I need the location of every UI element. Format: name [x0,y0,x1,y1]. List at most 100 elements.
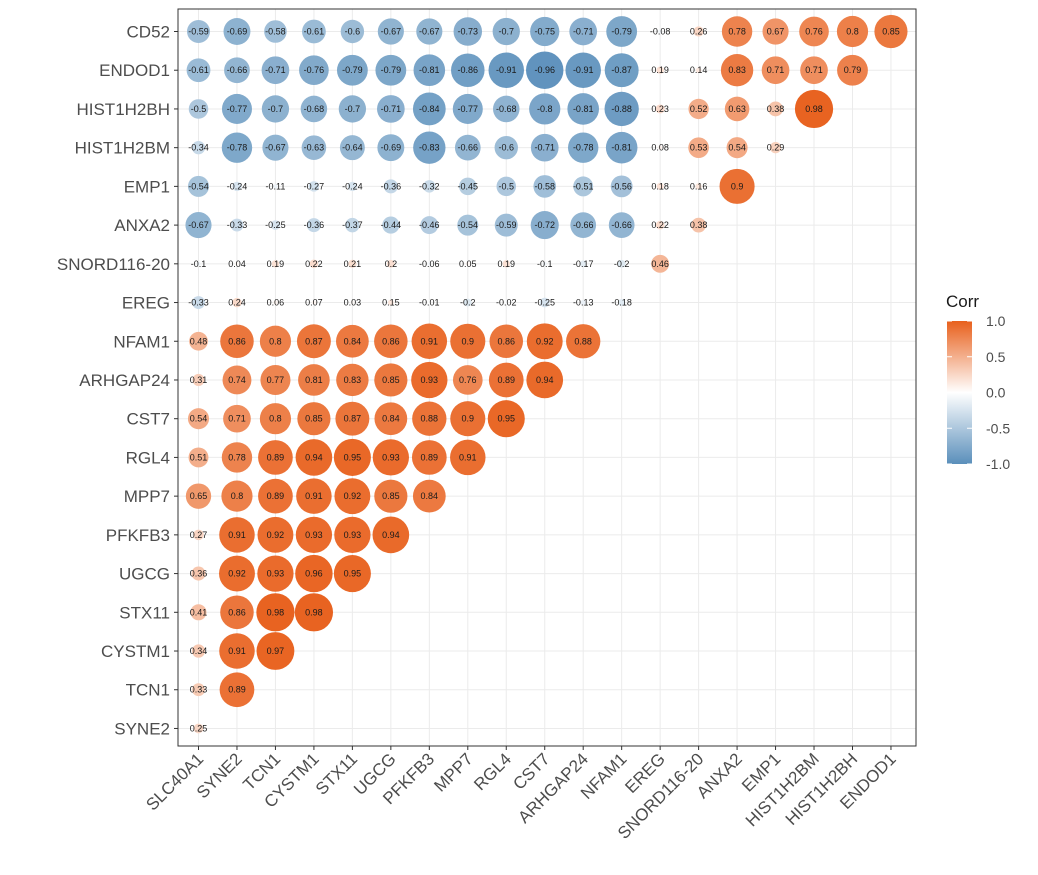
corr-circle [580,300,586,306]
corr-value-label: -0.33 [227,220,248,230]
corr-circle [192,683,205,697]
corr-value-label: -0.44 [381,220,402,230]
corr-circle [570,212,597,238]
corr-value-label: -0.24 [342,181,363,191]
corr-circle [232,181,242,192]
corr-circle [372,439,409,476]
corr-circle [185,483,212,509]
corr-circle [257,555,294,592]
corr-value-label: 0.93 [267,569,285,579]
corr-value-label: -0.66 [458,143,479,153]
corr-circle [339,135,365,161]
corr-circle [526,323,563,360]
corr-value-label: -0.88 [611,104,632,114]
corr-value-label: -0.6 [345,27,361,37]
corr-value-label: -0.5 [499,181,515,191]
corr-circle [377,18,404,45]
corr-circle [655,104,665,114]
corr-value-label: -0.91 [496,65,517,75]
corr-value-label: -0.5 [191,104,207,114]
corr-value-label: -0.46 [419,220,440,230]
corr-circle [530,16,560,47]
corr-circle [658,29,663,34]
corr-value-label: -0.25 [534,298,555,308]
corr-value-label: -0.79 [611,27,632,37]
corr-circle [618,299,626,307]
corr-value-label: -0.08 [650,27,671,37]
correlation-cells: -0.59 -0.69 -0.58 -0.61 -0.6 -0.67 -0.67 -0.73 -… [185,14,908,733]
legend-tick-label: 1.0 [986,313,1006,329]
corr-value-label: -0.24 [227,181,248,191]
corr-value-label: 0.52 [690,104,708,114]
corr-value-label: 0.81 [305,375,323,385]
corr-circle [230,218,244,232]
corr-value-label: -0.7 [499,27,515,37]
corr-value-label: 0.07 [305,298,323,308]
corr-value-label: 0.91 [421,336,439,346]
corr-value-label: -0.67 [419,27,440,37]
corr-circle [256,632,295,670]
corr-value-label: -0.1 [537,259,553,269]
y-tick-label: PFKFB3 [106,526,170,545]
corr-circle [374,324,408,359]
corr-circle [761,56,790,85]
corr-value-label: 0.8 [846,27,859,37]
corr-circle [264,20,287,43]
corr-circle [487,400,525,438]
corr-value-label: 0.9 [462,414,475,424]
y-tick-label: RGL4 [126,448,170,467]
corr-value-label: 0.86 [382,336,400,346]
corr-circle [724,96,750,122]
corr-value-label: 0.19 [651,65,669,75]
corr-value-label: 0.63 [728,104,746,114]
corr-value-label: 0.83 [344,375,362,385]
corr-circle [496,176,517,197]
corr-circle [526,51,564,89]
corr-circle [719,168,755,204]
corr-circle [691,217,707,233]
corr-circle [452,93,483,124]
corr-circle [651,254,670,273]
corr-value-label: 0.85 [382,375,400,385]
corr-circle [187,175,210,197]
corr-circle [423,180,436,193]
corr-value-label: 0.95 [497,414,515,424]
y-tick-label: HIST1H2BM [75,139,170,158]
corr-circle [221,480,253,512]
corr-value-label: 0.16 [690,181,708,191]
corr-circle [191,141,206,155]
corr-value-label: 0.04 [228,259,246,269]
corr-circle [270,220,281,230]
y-tick-label: ENDOD1 [99,61,170,80]
corr-circle [219,555,255,592]
corr-circle [297,402,331,436]
legend-tick-label: -1.0 [986,456,1010,472]
corr-value-label: -0.71 [534,143,555,153]
corr-circle [688,137,709,158]
corr-circle [530,133,559,162]
corr-value-label: 0.95 [344,452,362,462]
corr-value-label: -0.83 [419,143,440,153]
corr-circle [299,55,329,86]
corr-circle [259,403,292,435]
corr-circle [493,95,520,123]
corr-value-label: 0.91 [459,452,477,462]
corr-circle [539,297,550,308]
corr-value-label: 0.54 [728,143,746,153]
corr-circle [416,18,443,45]
corr-value-label: 0.86 [228,336,246,346]
corr-value-label: -0.84 [419,104,440,114]
corr-value-label: 0.53 [690,143,708,153]
corr-value-label: -0.56 [611,181,632,191]
corr-value-label: 0.06 [267,298,285,308]
corr-circle [219,672,255,708]
x-tick-label: MPP7 [430,749,476,795]
corr-circle [189,331,208,351]
corr-value-label: 0.24 [228,298,246,308]
corr-value-label: -0.54 [188,181,209,191]
corr-value-label: -0.78 [573,143,594,153]
corr-circle [412,401,447,436]
corr-value-label: -0.33 [188,298,209,308]
corr-value-label: 0.85 [305,414,323,424]
corr-value-label: -0.71 [381,104,402,114]
